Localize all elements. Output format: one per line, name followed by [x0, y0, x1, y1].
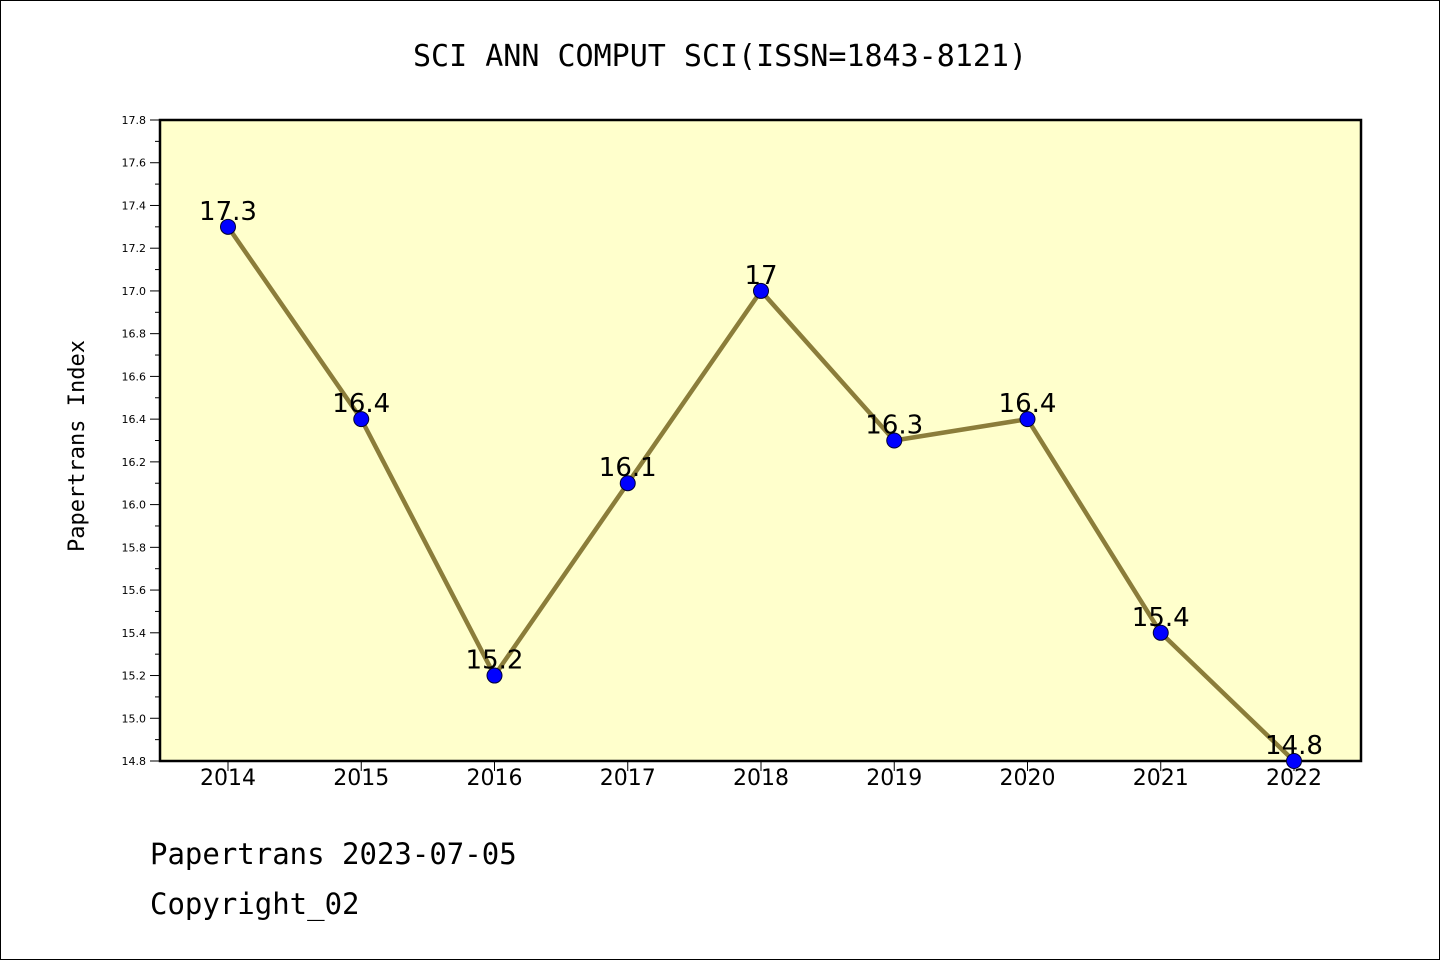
data-label-2020: 16.4	[999, 389, 1057, 419]
y-tick-label-8: 16.4	[122, 413, 147, 426]
data-label-2018: 17	[744, 261, 777, 291]
y-tick-label-1: 15.0	[122, 712, 147, 725]
data-point-2015	[353, 411, 370, 428]
x-tick-label-2020: 2020	[1000, 766, 1056, 791]
data-point-2022	[1286, 753, 1302, 769]
x-tick-label-2015: 2015	[333, 766, 389, 791]
x-tick-label-2018: 2018	[733, 766, 789, 791]
y-tick-label-11: 17.0	[122, 285, 147, 298]
data-labels: 17.3 16.4 15.2 16.1 17 16.3 16.4 15.4 14.8	[199, 197, 1323, 761]
x-tick-label-2016: 2016	[467, 766, 523, 791]
data-point-2021	[1152, 624, 1169, 641]
data-point-2020	[1019, 411, 1036, 428]
data-label-2017: 16.1	[599, 453, 657, 483]
data-point-2014	[220, 218, 236, 235]
data-point-2017	[619, 475, 636, 492]
x-axis: 2014 2015 2016 2017 2018 2019 2020 2021 2022	[200, 761, 1322, 791]
y-tick-label-4: 15.6	[122, 584, 147, 597]
y-tick-label-0: 14.8	[122, 755, 147, 768]
y-tick-label-7: 16.2	[122, 456, 147, 469]
y-tick-label-12: 17.2	[122, 242, 147, 255]
data-label-2014: 17.3	[199, 197, 257, 227]
y-tick-label-9: 16.6	[122, 370, 147, 383]
data-label-2015: 16.4	[332, 389, 390, 419]
x-tick-label-2017: 2017	[600, 766, 656, 791]
data-point-2016	[486, 667, 503, 684]
y-tick-label-3: 15.4	[122, 627, 147, 640]
data-label-2019: 16.3	[865, 411, 923, 441]
data-markers	[220, 218, 1302, 769]
data-label-2016: 15.2	[466, 646, 524, 676]
y-axis: 14.8 15.0 15.2 15.4 15.6 15.8 16.0 16.2 16.4 16.6…	[122, 114, 160, 768]
x-tick-label-2014: 2014	[200, 766, 256, 791]
y-tick-label-10: 16.8	[122, 328, 147, 341]
data-label-2022: 14.8	[1265, 731, 1323, 761]
data-label-2021: 15.4	[1132, 603, 1190, 633]
data-point-2019	[886, 432, 903, 449]
y-tick-label-15: 17.8	[122, 114, 147, 127]
plot-area	[158, 118, 1363, 763]
x-tick-label-2021: 2021	[1133, 766, 1189, 791]
y-tick-label-14: 17.6	[122, 157, 147, 170]
chart-title: SCI ANN COMPUT SCI(ISSN=1843-8121)	[413, 39, 1027, 74]
y-tick-label-13: 17.4	[122, 199, 147, 212]
x-tick-label-2019: 2019	[866, 766, 922, 791]
y-tick-label-5: 15.8	[122, 541, 147, 554]
footer-copyright: Copyright_02	[150, 887, 360, 922]
x-tick-label-2022: 2022	[1266, 766, 1322, 791]
y-tick-label-6: 16.0	[122, 499, 147, 512]
footer-date: Papertrans 2023-07-05	[150, 837, 517, 871]
data-point-2018	[753, 282, 769, 299]
y-tick-label-2: 15.2	[122, 670, 147, 683]
y-axis-label: Papertrans Index	[65, 340, 90, 552]
